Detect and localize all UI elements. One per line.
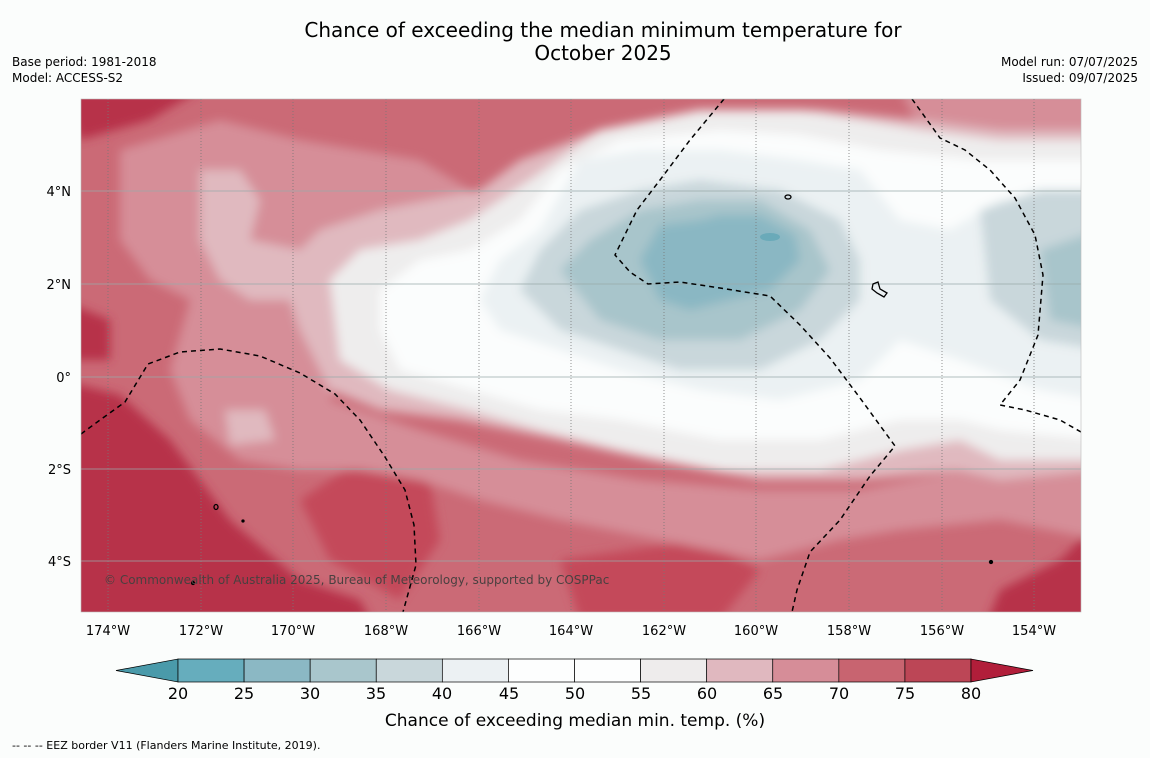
lat-tick: 2°N: [47, 278, 72, 293]
colorbar-segment: [640, 658, 708, 683]
contour-20-25-spot: [760, 233, 780, 241]
map-area: © Commonwealth of Australia 2025, Bureau…: [81, 99, 1081, 612]
lon-tick: 156°W: [920, 624, 964, 639]
issued-date: Issued: 09/07/2025: [1022, 71, 1138, 85]
colorbar-tick: 30: [300, 684, 320, 703]
title-line-2: October 2025: [534, 41, 672, 65]
colorbar-ticks: 20 25 30 35 40 45 50 55 60 65 70 75 80: [168, 684, 981, 703]
lon-tick: 166°W: [457, 624, 501, 639]
lat-tick: 2°S: [48, 463, 71, 478]
colorbar: [115, 658, 1034, 683]
colorbar-under-arrow: [115, 658, 179, 683]
colorbar-tick: 20: [168, 684, 188, 703]
contour-75-south-mid: [560, 540, 760, 612]
colorbar-segment: [706, 658, 774, 683]
colorbar-tick: 55: [631, 684, 651, 703]
map-title: Chance of exceeding the median minimum t…: [200, 19, 1006, 65]
contour-75-80-nw: [81, 99, 185, 140]
colorbar-segment: [574, 658, 641, 683]
eez-legend-note: -- -- -- EEZ border V11 (Flanders Marine…: [12, 739, 321, 752]
islands: [190, 194, 994, 586]
colorbar-label: Chance of exceeding median min. temp. (%…: [385, 711, 765, 731]
contour-60-65-spot: [225, 410, 275, 445]
model-name: Model: ACCESS-S2: [12, 71, 124, 85]
colorbar-tick: 80: [961, 684, 981, 703]
title-line-1: Chance of exceeding the median minimum t…: [304, 18, 902, 42]
meta-right: Model run: 07/07/2025 Issued: 09/07/2025: [1001, 54, 1138, 86]
contour-75-80: [81, 385, 366, 612]
colorbar-tick: 40: [432, 684, 452, 703]
contour-75-west: [81, 308, 110, 360]
contour-25-30: [640, 215, 800, 310]
colorbar-segment: [309, 658, 377, 683]
base-period: Base period: 1981-2018: [12, 55, 157, 69]
colorbar-over-arrow: [970, 658, 1034, 683]
contour-30-35-east: [1040, 236, 1081, 327]
colorbar-tick: 70: [829, 684, 849, 703]
probability-contours: [81, 99, 1081, 612]
colorbar-segment: [177, 658, 245, 683]
lon-tick: 154°W: [1012, 624, 1056, 639]
map-frame: [80, 98, 1082, 613]
lat-tick: 4°S: [48, 555, 71, 570]
colorbar-tick: 75: [895, 684, 915, 703]
lon-tick: 172°W: [179, 624, 223, 639]
colorbar-tick: 35: [366, 684, 386, 703]
model-run: Model run: 07/07/2025: [1000, 55, 1138, 69]
lon-tick: 162°W: [642, 624, 686, 639]
island-kiritimati: [871, 281, 888, 298]
lon-tick: 168°W: [364, 624, 408, 639]
lon-tick: 160°W: [734, 624, 778, 639]
contour-75-80-se: [991, 539, 1081, 612]
meta-left: Base period: 1981-2018 Model: ACCESS-S2: [12, 54, 157, 86]
colorbar-segment: [838, 658, 906, 683]
colorbar-tick: 25: [234, 684, 254, 703]
colorbar-segment: [375, 658, 443, 683]
colorbar-segment: [243, 658, 311, 683]
latitude-ticks: 4°N 2°N 0° 2°S 4°S: [47, 185, 72, 570]
longitude-ticks: 174°W 172°W 170°W 168°W 166°W 164°W 162°…: [86, 624, 1056, 639]
copyright-notice: © Commonwealth of Australia 2025, Bureau…: [104, 573, 609, 587]
eez-borders: [81, 99, 1081, 612]
lon-tick: 170°W: [271, 624, 315, 639]
colorbar-tick: 65: [763, 684, 783, 703]
island-west: [213, 503, 219, 511]
island-south: [190, 580, 196, 586]
island-east: [988, 559, 994, 565]
colorbar-tick: 60: [697, 684, 717, 703]
colorbar-segment: [508, 658, 575, 683]
island-dot: [241, 519, 245, 523]
colorbar-tick: 45: [499, 684, 519, 703]
lon-tick: 174°W: [86, 624, 130, 639]
lat-tick: 0°: [56, 371, 71, 386]
colorbar-segment: [904, 658, 972, 683]
contour-75-south: [300, 460, 440, 600]
lon-tick: 164°W: [549, 624, 593, 639]
colorbar-segment: [441, 658, 509, 683]
colorbar-tick: 50: [565, 684, 585, 703]
colorbar-segment: [772, 658, 840, 683]
lon-tick: 158°W: [827, 624, 871, 639]
island-tabuaeran: [784, 194, 792, 200]
latitude-gridlines: [81, 190, 1081, 562]
lat-tick: 4°N: [47, 185, 72, 200]
